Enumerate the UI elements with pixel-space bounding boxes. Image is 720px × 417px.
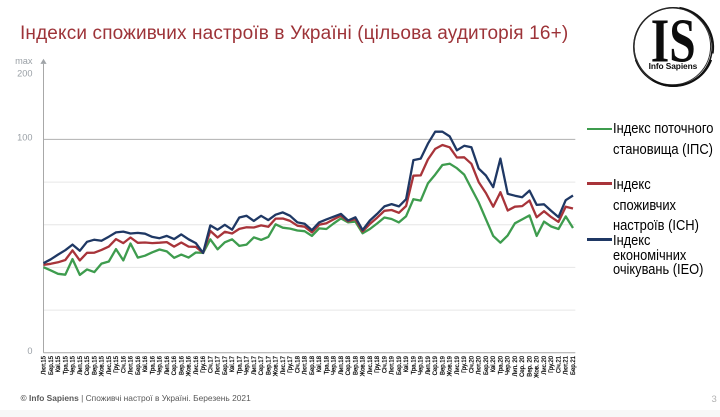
svg-text:IS: IS: [651, 7, 696, 76]
svg-text:Кві.19: Кві.19: [404, 355, 410, 372]
svg-text:Гру.15: Гру.15: [114, 355, 120, 373]
svg-text:Тра.16: Тра.16: [150, 355, 156, 374]
svg-text:Кві.17: Кві.17: [230, 355, 236, 372]
svg-text:200: 200: [17, 68, 32, 78]
svg-text:Вер.17: Вер.17: [266, 355, 272, 375]
svg-text:Жов.15: Жов.15: [100, 355, 106, 376]
svg-text:Жов.18: Жов.18: [361, 355, 367, 376]
svg-text:Чер.17: Чер.17: [245, 355, 251, 375]
svg-text:Вер.18: Вер.18: [353, 355, 359, 375]
svg-text:Вер.16: Вер.16: [179, 355, 185, 375]
svg-text:Сер.15: Сер.15: [85, 355, 91, 375]
svg-text:Лип.19: Лип.19: [426, 355, 432, 375]
svg-text:Лип. 20: Лип. 20: [513, 355, 519, 376]
svg-text:Тра.20: Тра.20: [498, 355, 504, 374]
svg-text:Сер.19: Сер.19: [433, 355, 439, 375]
svg-text:0: 0: [27, 346, 32, 356]
svg-text:Лис.19: Лис.19: [455, 355, 461, 374]
svg-text:Чер.20: Чер.20: [506, 355, 512, 375]
svg-text:Кві.20: Кві.20: [491, 355, 497, 372]
svg-text:Жов. 20: Жов. 20: [535, 355, 541, 378]
svg-text:Чер.16: Чер.16: [158, 355, 164, 375]
svg-text:Січ.18: Січ.18: [295, 355, 301, 373]
svg-text:Лют.16: Лют.16: [129, 355, 135, 374]
svg-text:Січ.20: Січ.20: [469, 355, 475, 373]
svg-text:Лют.20: Лют.20: [477, 355, 483, 374]
svg-text:Гру.17: Гру.17: [288, 355, 294, 373]
svg-text:Січ.21: Січ.21: [557, 355, 563, 373]
svg-text:Вер.19: Вер.19: [440, 355, 446, 375]
svg-text:Бер.18: Бер.18: [310, 355, 316, 375]
svg-text:Жов.19: Жов.19: [448, 355, 454, 376]
svg-text:Бер.17: Бер.17: [223, 355, 229, 375]
svg-text:Лис.17: Лис.17: [281, 355, 287, 374]
svg-text:Бер.21: Бер.21: [571, 355, 577, 375]
svg-text:Чер.15: Чер.15: [71, 355, 77, 375]
svg-text:Жов.17: Жов.17: [274, 355, 280, 376]
svg-text:Бер.20: Бер.20: [484, 355, 490, 375]
svg-text:Кві.16: Кві.16: [143, 355, 149, 372]
svg-text:Лют.21: Лют.21: [564, 355, 570, 374]
svg-text:Лют.17: Лют.17: [216, 355, 222, 374]
svg-text:Гру.18: Гру.18: [375, 355, 381, 373]
svg-text:Тра.15: Тра.15: [63, 355, 69, 374]
svg-text:Лют.19: Лют.19: [390, 355, 396, 374]
svg-text:Січ.17: Січ.17: [208, 355, 214, 373]
svg-text:Лис.16: Лис.16: [194, 355, 200, 374]
svg-text:Лис.20: Лис.20: [542, 355, 548, 374]
svg-text:Тра.17: Тра.17: [237, 355, 243, 374]
svg-text:Гру.19: Гру.19: [462, 355, 468, 373]
svg-text:Сер.18: Сер.18: [346, 355, 352, 375]
svg-text:Чер.19: Чер.19: [419, 355, 425, 375]
svg-text:Кві.18: Кві.18: [317, 355, 323, 372]
svg-text:Січ.16: Січ.16: [121, 355, 127, 373]
svg-text:Бер.19: Бер.19: [397, 355, 403, 375]
svg-text:Тра.18: Тра.18: [324, 355, 330, 374]
svg-text:Вер.15: Вер.15: [92, 355, 98, 375]
svg-text:max: max: [15, 56, 33, 66]
svg-text:Сер.16: Сер.16: [172, 355, 178, 375]
svg-text:100: 100: [17, 133, 32, 143]
svg-text:Вер. 20: Вер. 20: [528, 355, 534, 376]
svg-text:Гру.16: Гру.16: [201, 355, 207, 373]
svg-text:Лип.15: Лип.15: [78, 355, 84, 375]
svg-text:Гру.20: Гру.20: [549, 355, 555, 373]
svg-text:Лип.16: Лип.16: [165, 355, 171, 375]
svg-text:Лис.18: Лис.18: [368, 355, 374, 374]
svg-text:Info Sapiens: Info Sapiens: [649, 61, 698, 71]
svg-text:Січ.19: Січ.19: [382, 355, 388, 373]
svg-text:Тра.19: Тра.19: [411, 355, 417, 374]
svg-text:Жов.16: Жов.16: [187, 355, 193, 376]
svg-text:Сер. 20: Сер. 20: [520, 355, 526, 377]
svg-text:Лип.18: Лип.18: [339, 355, 345, 375]
svg-text:Бер.16: Бер.16: [136, 355, 142, 375]
svg-text:Чер.18: Чер.18: [332, 355, 338, 375]
svg-text:Лис.15: Лис.15: [107, 355, 113, 374]
svg-text:Кві.15: Кві.15: [56, 355, 62, 372]
svg-text:Лют.18: Лют.18: [303, 355, 309, 374]
svg-text:Сер.17: Сер.17: [259, 355, 265, 375]
svg-text:Лип.17: Лип.17: [252, 355, 258, 375]
svg-text:Лют.15: Лют.15: [42, 355, 48, 374]
svg-text:Бер.15: Бер.15: [49, 355, 55, 375]
